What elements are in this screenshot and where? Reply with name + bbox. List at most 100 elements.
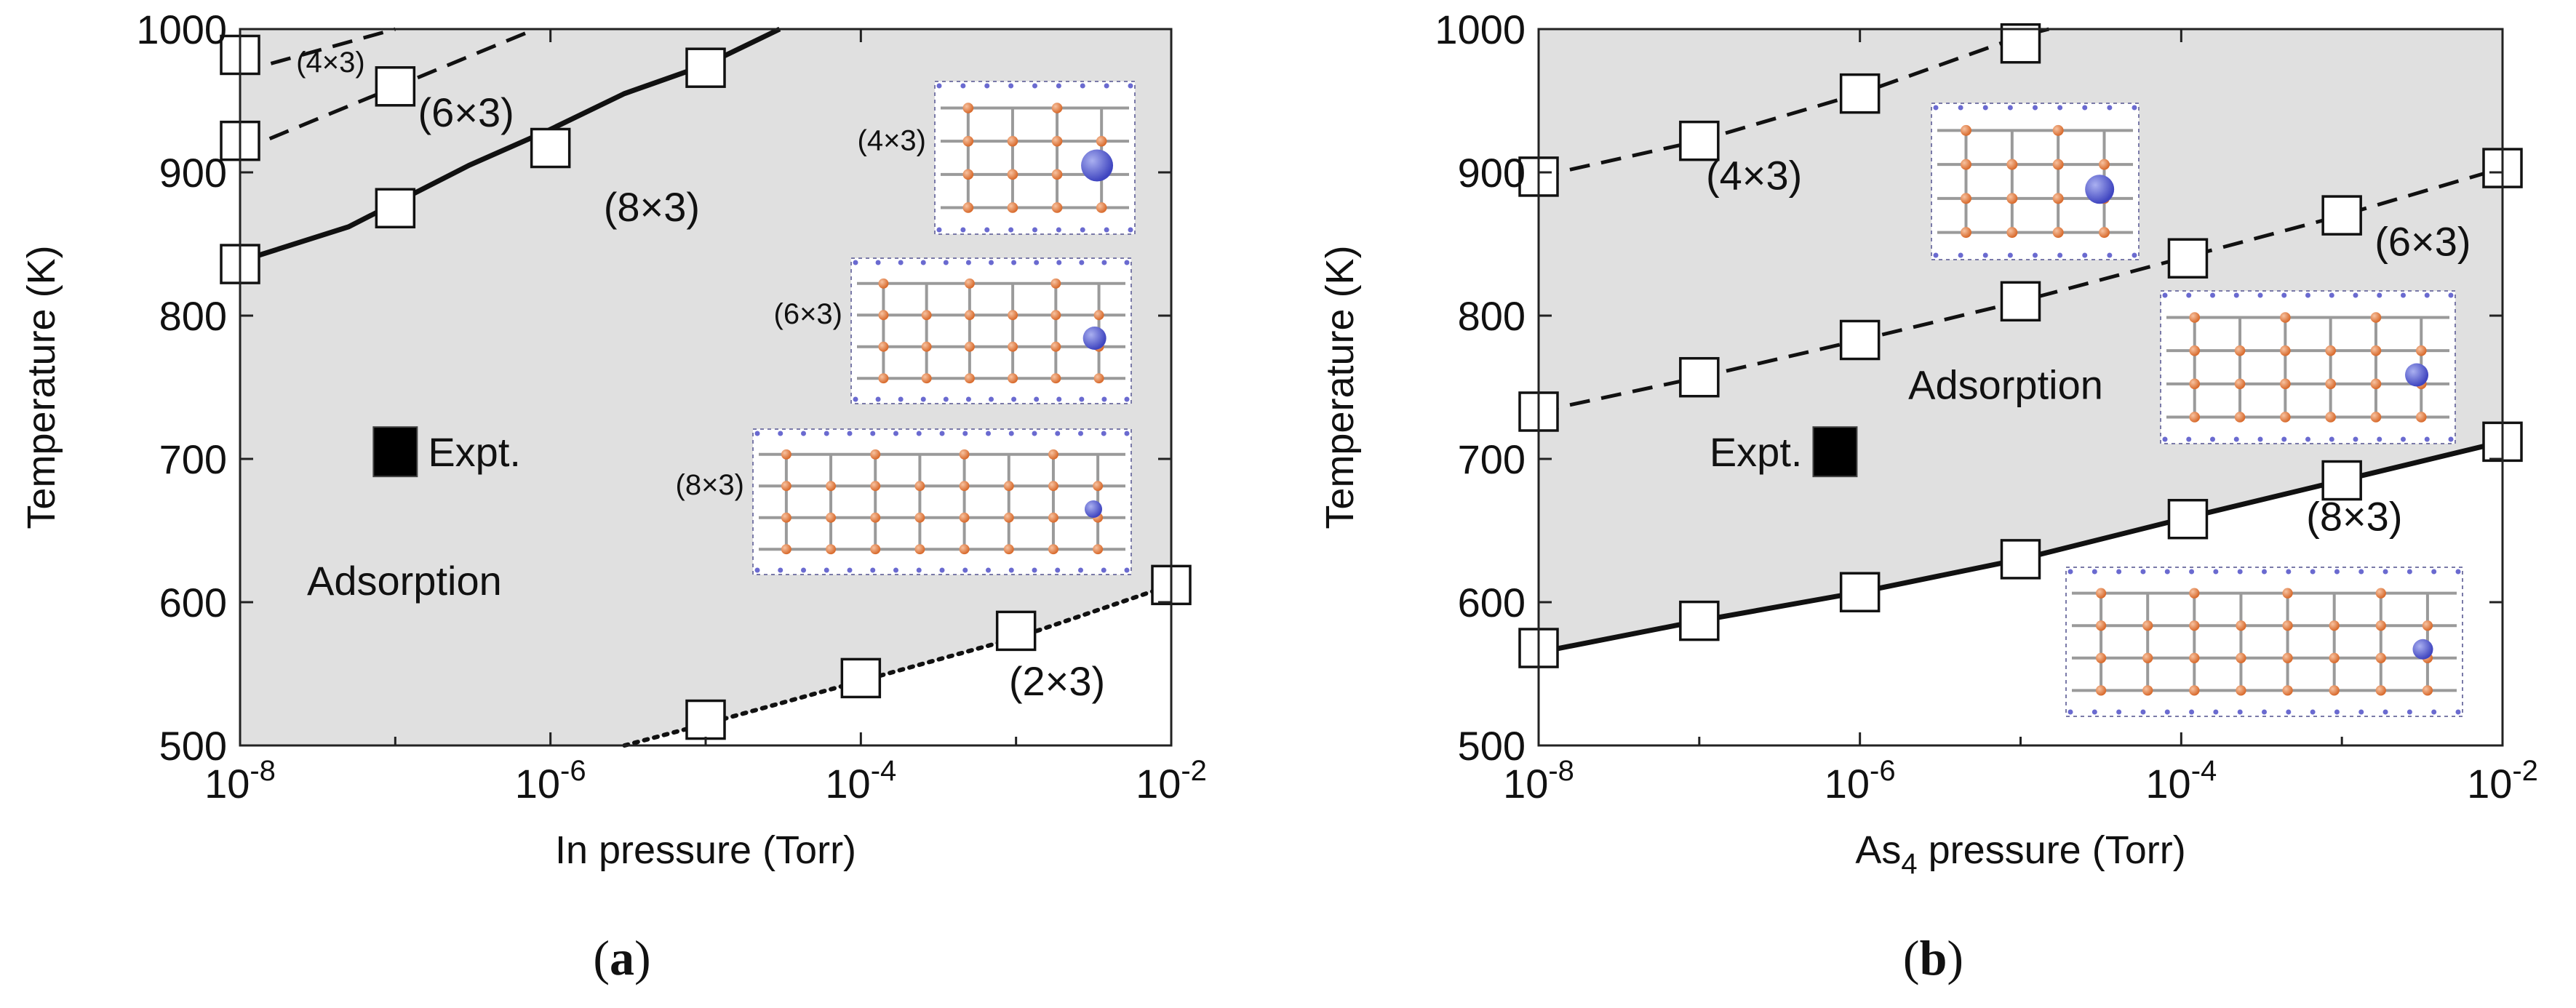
edge-atom	[2237, 709, 2243, 715]
edge-atom	[939, 431, 945, 436]
expt-point	[372, 426, 418, 478]
edge-atom	[1078, 567, 1083, 573]
surface-atom	[878, 278, 889, 289]
phase-annotation: (8×3)	[604, 184, 700, 230]
surface-atom	[2282, 620, 2293, 631]
surface-atom	[2006, 227, 2018, 239]
surface-atom	[2236, 685, 2246, 696]
edge-atom	[1056, 83, 1061, 89]
edge-atom	[960, 227, 966, 233]
phase-annotations: (4×3) (6×3) (8×3) (2×3) Adsorption	[296, 47, 1105, 704]
surface-atom	[2415, 412, 2427, 423]
data-point	[2321, 195, 2362, 236]
edge-atom	[1101, 567, 1106, 573]
surface-atom	[781, 512, 791, 523]
edge-atom	[778, 431, 783, 436]
surface-atom	[2370, 345, 2382, 356]
surface-atom	[2189, 588, 2200, 599]
edge-atom	[2033, 252, 2038, 258]
edge-atom	[2455, 709, 2461, 715]
x-axis-title: In pressure (Torr)	[555, 828, 856, 872]
edge-atom	[1080, 227, 1085, 233]
edge-atom	[1104, 227, 1109, 233]
edge-atom	[2057, 252, 2063, 258]
surface-atom	[964, 373, 975, 384]
surface-atom	[1050, 278, 1061, 289]
x-tick-label: 10-2	[1136, 755, 1207, 807]
surface-structure-inset: (8×3)	[676, 428, 1132, 575]
edge-atom	[2140, 569, 2146, 575]
surface-atom	[2325, 412, 2336, 423]
edge-atom	[1104, 83, 1109, 89]
x-tick-label: 10-8	[1503, 755, 1574, 807]
edge-atom	[2189, 569, 2195, 575]
edge-atom	[943, 396, 949, 402]
surface-atom	[2142, 620, 2153, 631]
surface-atom	[1096, 202, 1107, 213]
edge-atom	[847, 431, 853, 436]
edge-atom	[2233, 436, 2239, 442]
edge-atom	[875, 396, 881, 402]
edge-atom	[989, 396, 994, 402]
surface-atom	[962, 169, 974, 180]
surface-atom	[1961, 193, 1971, 204]
edge-atom	[1055, 567, 1061, 573]
edge-atom	[2310, 709, 2316, 715]
edge-atom	[1101, 396, 1107, 402]
tick-exponent: -4	[871, 755, 897, 787]
surface-structure-inset	[2065, 567, 2463, 717]
phase-annotation: Adsorption	[307, 558, 502, 604]
surface-atom	[962, 103, 974, 113]
tick-exponent: -4	[2191, 755, 2217, 787]
edge-atom	[2164, 569, 2170, 575]
edge-atom	[2406, 569, 2412, 575]
edge-atom	[2262, 709, 2267, 715]
surface-atom	[1051, 169, 1063, 180]
surface-atom	[1961, 227, 1971, 239]
surface-atom	[964, 341, 975, 352]
edge-atom	[2257, 292, 2263, 298]
surface-atom	[2280, 378, 2291, 390]
tick-exponent: -6	[560, 755, 586, 787]
edge-atom	[1101, 260, 1107, 265]
edge-atom	[1124, 567, 1130, 573]
surface-atom	[1093, 481, 1104, 492]
surface-atom	[1050, 373, 1061, 384]
edge-atom	[984, 83, 990, 89]
edge-atom	[2164, 709, 2170, 715]
edge-atom	[1982, 105, 1988, 111]
surface-atom	[1007, 169, 1018, 180]
surface-atom	[870, 512, 881, 523]
edge-atom	[2082, 105, 2088, 111]
edge-atom	[920, 396, 926, 402]
x-tick-label: 10-2	[2467, 755, 2538, 807]
adsorbate-atom	[2412, 639, 2433, 660]
tick-exponent: -8	[1548, 755, 1574, 787]
surface-atom	[2189, 345, 2201, 356]
tick-base: 10	[2467, 761, 2512, 807]
adsorbate-atom	[1081, 149, 1114, 182]
edge-atom	[1032, 567, 1037, 573]
surface-atom	[2189, 312, 2201, 323]
edge-atom	[2132, 252, 2137, 258]
edge-atom	[986, 567, 991, 573]
edge-atom	[2057, 105, 2063, 111]
x-axis-title-subscript: 4	[1901, 848, 1917, 880]
surface-atom	[2095, 685, 2107, 696]
surface-atom	[2375, 652, 2386, 663]
surface-atom	[2095, 620, 2107, 631]
data-point	[1839, 319, 1881, 361]
y-axis-ticks: 500 600 700 800 900 1000	[136, 7, 1171, 769]
x-axis-title-prefix: As	[1855, 828, 1901, 872]
edge-atom	[1032, 431, 1037, 436]
phase-annotation: (2×3)	[1009, 658, 1105, 704]
data-point	[375, 66, 416, 107]
tick-base: 10	[1503, 761, 1548, 807]
surface-atom	[1096, 135, 1107, 147]
edge-atom	[893, 431, 898, 436]
surface-atom	[1048, 512, 1058, 523]
surface-atom	[1008, 310, 1018, 321]
edge-atom	[824, 431, 829, 436]
edge-atom	[2237, 569, 2243, 575]
edge-atom	[2424, 292, 2430, 298]
